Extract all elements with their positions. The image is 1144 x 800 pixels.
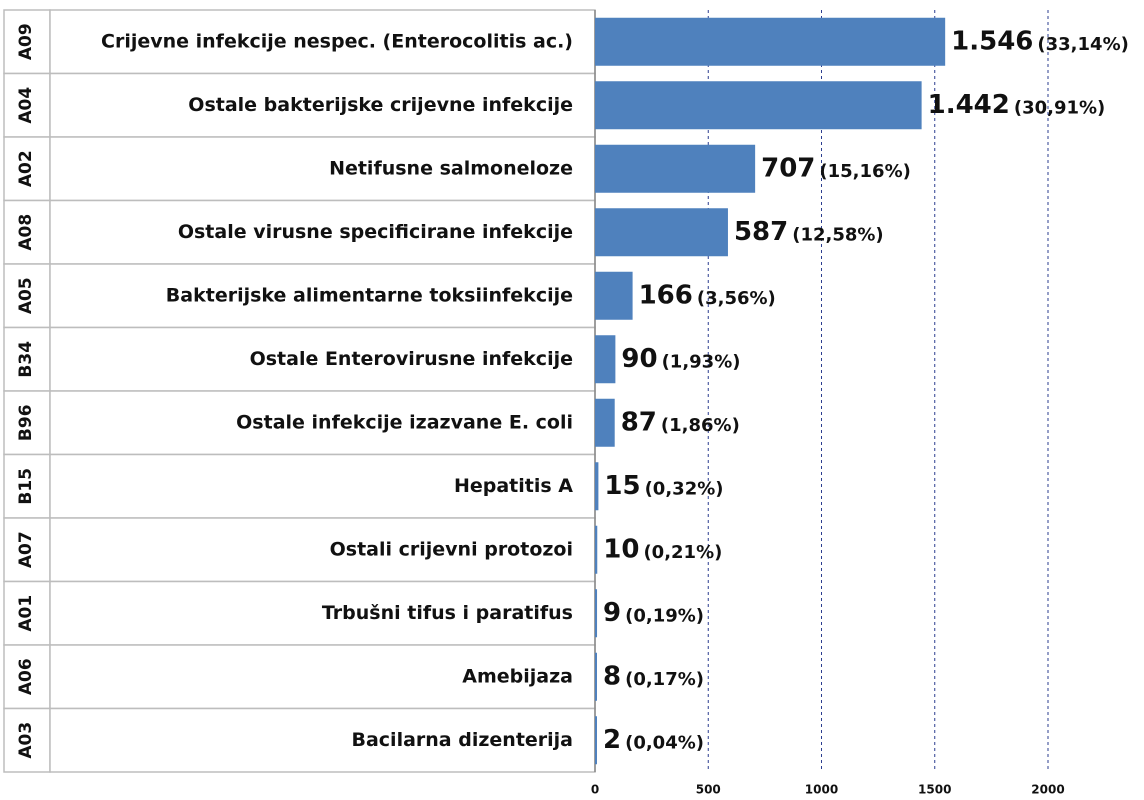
category-label: Bakterijske alimentarne toksiinfekcije	[166, 284, 573, 306]
bar	[595, 208, 728, 257]
share-label: (0,04%)	[625, 732, 704, 753]
bar	[595, 271, 633, 320]
share-label: (0,32%)	[645, 478, 724, 499]
category-label: Ostale infekcije izazvane E. coli	[236, 411, 573, 433]
category-code: A05	[16, 277, 36, 314]
x-tick-label: 2000	[1031, 783, 1064, 797]
name-cell	[49, 390, 596, 456]
share-label: (15,16%)	[819, 161, 910, 182]
share-label: (30,91%)	[1014, 97, 1105, 118]
category-code: A09	[16, 23, 36, 60]
value-label: 9	[603, 598, 621, 628]
share-label: (0,17%)	[625, 669, 704, 690]
code-cell	[3, 644, 51, 710]
name-cell	[49, 72, 596, 138]
category-code: B96	[16, 404, 36, 441]
value-label: 15	[604, 471, 640, 501]
name-cell	[49, 453, 596, 519]
bar	[595, 525, 598, 574]
name-cell	[49, 263, 596, 329]
category-label: Ostale Enterovirusne infekcije	[250, 348, 573, 370]
category-code: B34	[16, 341, 36, 378]
share-label: (1,86%)	[661, 415, 740, 436]
category-code: B15	[16, 468, 36, 505]
value-label: 87	[621, 407, 657, 437]
x-tick-label: 500	[696, 783, 721, 797]
name-cell	[49, 136, 596, 202]
category-code: A01	[16, 595, 36, 632]
value-label: 707	[761, 153, 815, 183]
name-cell	[49, 326, 596, 392]
category-code: A08	[16, 214, 36, 251]
share-label: (0,19%)	[625, 605, 704, 626]
x-tick-label: 1500	[918, 783, 951, 797]
x-tick-label: 1000	[805, 783, 838, 797]
value-label: 10	[603, 534, 639, 564]
bar	[595, 589, 598, 638]
code-cell	[3, 517, 51, 583]
bar	[595, 398, 615, 447]
value-label: 2	[603, 725, 621, 755]
value-label: 587	[734, 217, 788, 247]
bar	[595, 462, 599, 511]
category-label: Amebijaza	[462, 665, 573, 687]
code-cell	[3, 707, 51, 773]
value-label: 166	[639, 280, 693, 310]
name-cell	[49, 9, 596, 75]
category-label: Hepatitis A	[454, 475, 573, 497]
value-label: 1.546	[951, 26, 1033, 56]
category-label: Bacilarna dizenterija	[351, 729, 573, 751]
code-cell	[3, 9, 51, 75]
share-label: (12,58%)	[792, 224, 883, 245]
share-label: (0,21%)	[643, 542, 722, 563]
category-code: A03	[16, 722, 36, 759]
category-code: A06	[16, 658, 36, 695]
share-label: (33,14%)	[1037, 34, 1128, 55]
code-cell	[3, 580, 51, 646]
category-label: Crijevne infekcije nespec. (Enterocoliti…	[101, 30, 573, 52]
bar	[595, 81, 922, 130]
category-code: A04	[16, 87, 36, 124]
value-label: 8	[603, 661, 621, 691]
bar	[595, 335, 616, 384]
category-label: Netifusne salmoneloze	[329, 157, 573, 179]
category-label: Trbušni tifus i paratifus	[322, 602, 573, 624]
category-code: A07	[16, 531, 36, 568]
value-label: 1.442	[928, 90, 1010, 120]
bar	[595, 17, 946, 66]
share-label: (1,93%)	[662, 351, 741, 372]
bar	[595, 652, 597, 701]
value-label: 90	[621, 344, 657, 374]
x-tick-label: 0	[591, 783, 599, 797]
name-cell	[49, 644, 596, 710]
name-cell	[49, 517, 596, 583]
category-code: A02	[16, 150, 36, 187]
category-label: Ostali crijevni protozoi	[330, 538, 573, 560]
share-label: (3,56%)	[697, 288, 776, 309]
category-label: Ostale bakterijske crijevne infekcije	[188, 94, 573, 116]
name-cell	[49, 580, 596, 646]
bar	[595, 144, 756, 193]
category-label: Ostale virusne specificirane infekcije	[178, 221, 573, 243]
bar	[595, 716, 597, 765]
name-cell	[49, 199, 596, 265]
